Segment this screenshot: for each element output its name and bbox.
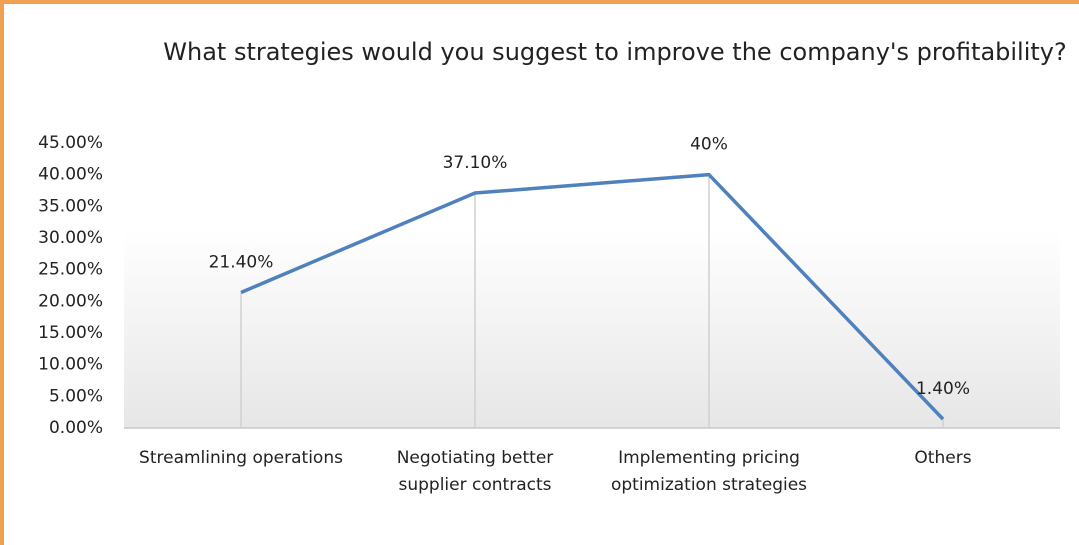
plot-background [124,230,1060,428]
x-tick-label: Streamlining operations [139,448,343,468]
y-tick-label: 0.00% [49,418,103,438]
y-tick-label: 35.00% [38,196,103,216]
x-tick-label: Others [914,448,972,468]
y-tick-label: 5.00% [49,386,103,406]
y-tick-label: 25.00% [38,260,103,280]
y-tick-label: 30.00% [38,228,103,248]
data-line [240,172,945,421]
data-label: 21.40% [209,252,274,272]
chart-title: What strategies would you suggest to imp… [163,38,1067,66]
frame-left [0,0,4,545]
y-tick-label: 10.00% [38,355,103,375]
data-label: 37.10% [443,153,508,173]
y-tick-label: 40.00% [38,165,103,185]
y-tick-label: 20.00% [38,291,103,311]
data-label: 40% [690,135,728,155]
y-tick-label: 45.00% [38,133,103,153]
x-tick-label: Negotiating better supplier contracts [396,448,554,495]
x-tick-label: Implementing pricing optimization strate… [610,448,808,495]
frame-top [0,0,1079,4]
y-tick-label: 15.00% [38,323,103,343]
data-label: 1.40% [916,379,970,399]
